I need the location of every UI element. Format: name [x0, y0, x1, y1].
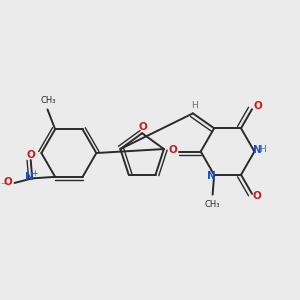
- Text: N: N: [253, 145, 262, 155]
- Text: O: O: [26, 150, 35, 160]
- Text: ⁻: ⁻: [0, 181, 6, 191]
- Text: O: O: [252, 191, 261, 201]
- Text: O: O: [169, 145, 178, 155]
- Text: N: N: [207, 171, 215, 181]
- Text: +: +: [32, 169, 38, 178]
- Text: H: H: [191, 101, 198, 110]
- Text: CH₃: CH₃: [41, 96, 56, 105]
- Text: CH₃: CH₃: [205, 200, 220, 208]
- Text: N: N: [25, 172, 34, 182]
- Text: H: H: [260, 146, 266, 154]
- Text: O: O: [138, 122, 147, 132]
- Text: O: O: [3, 177, 12, 187]
- Text: O: O: [253, 100, 262, 111]
